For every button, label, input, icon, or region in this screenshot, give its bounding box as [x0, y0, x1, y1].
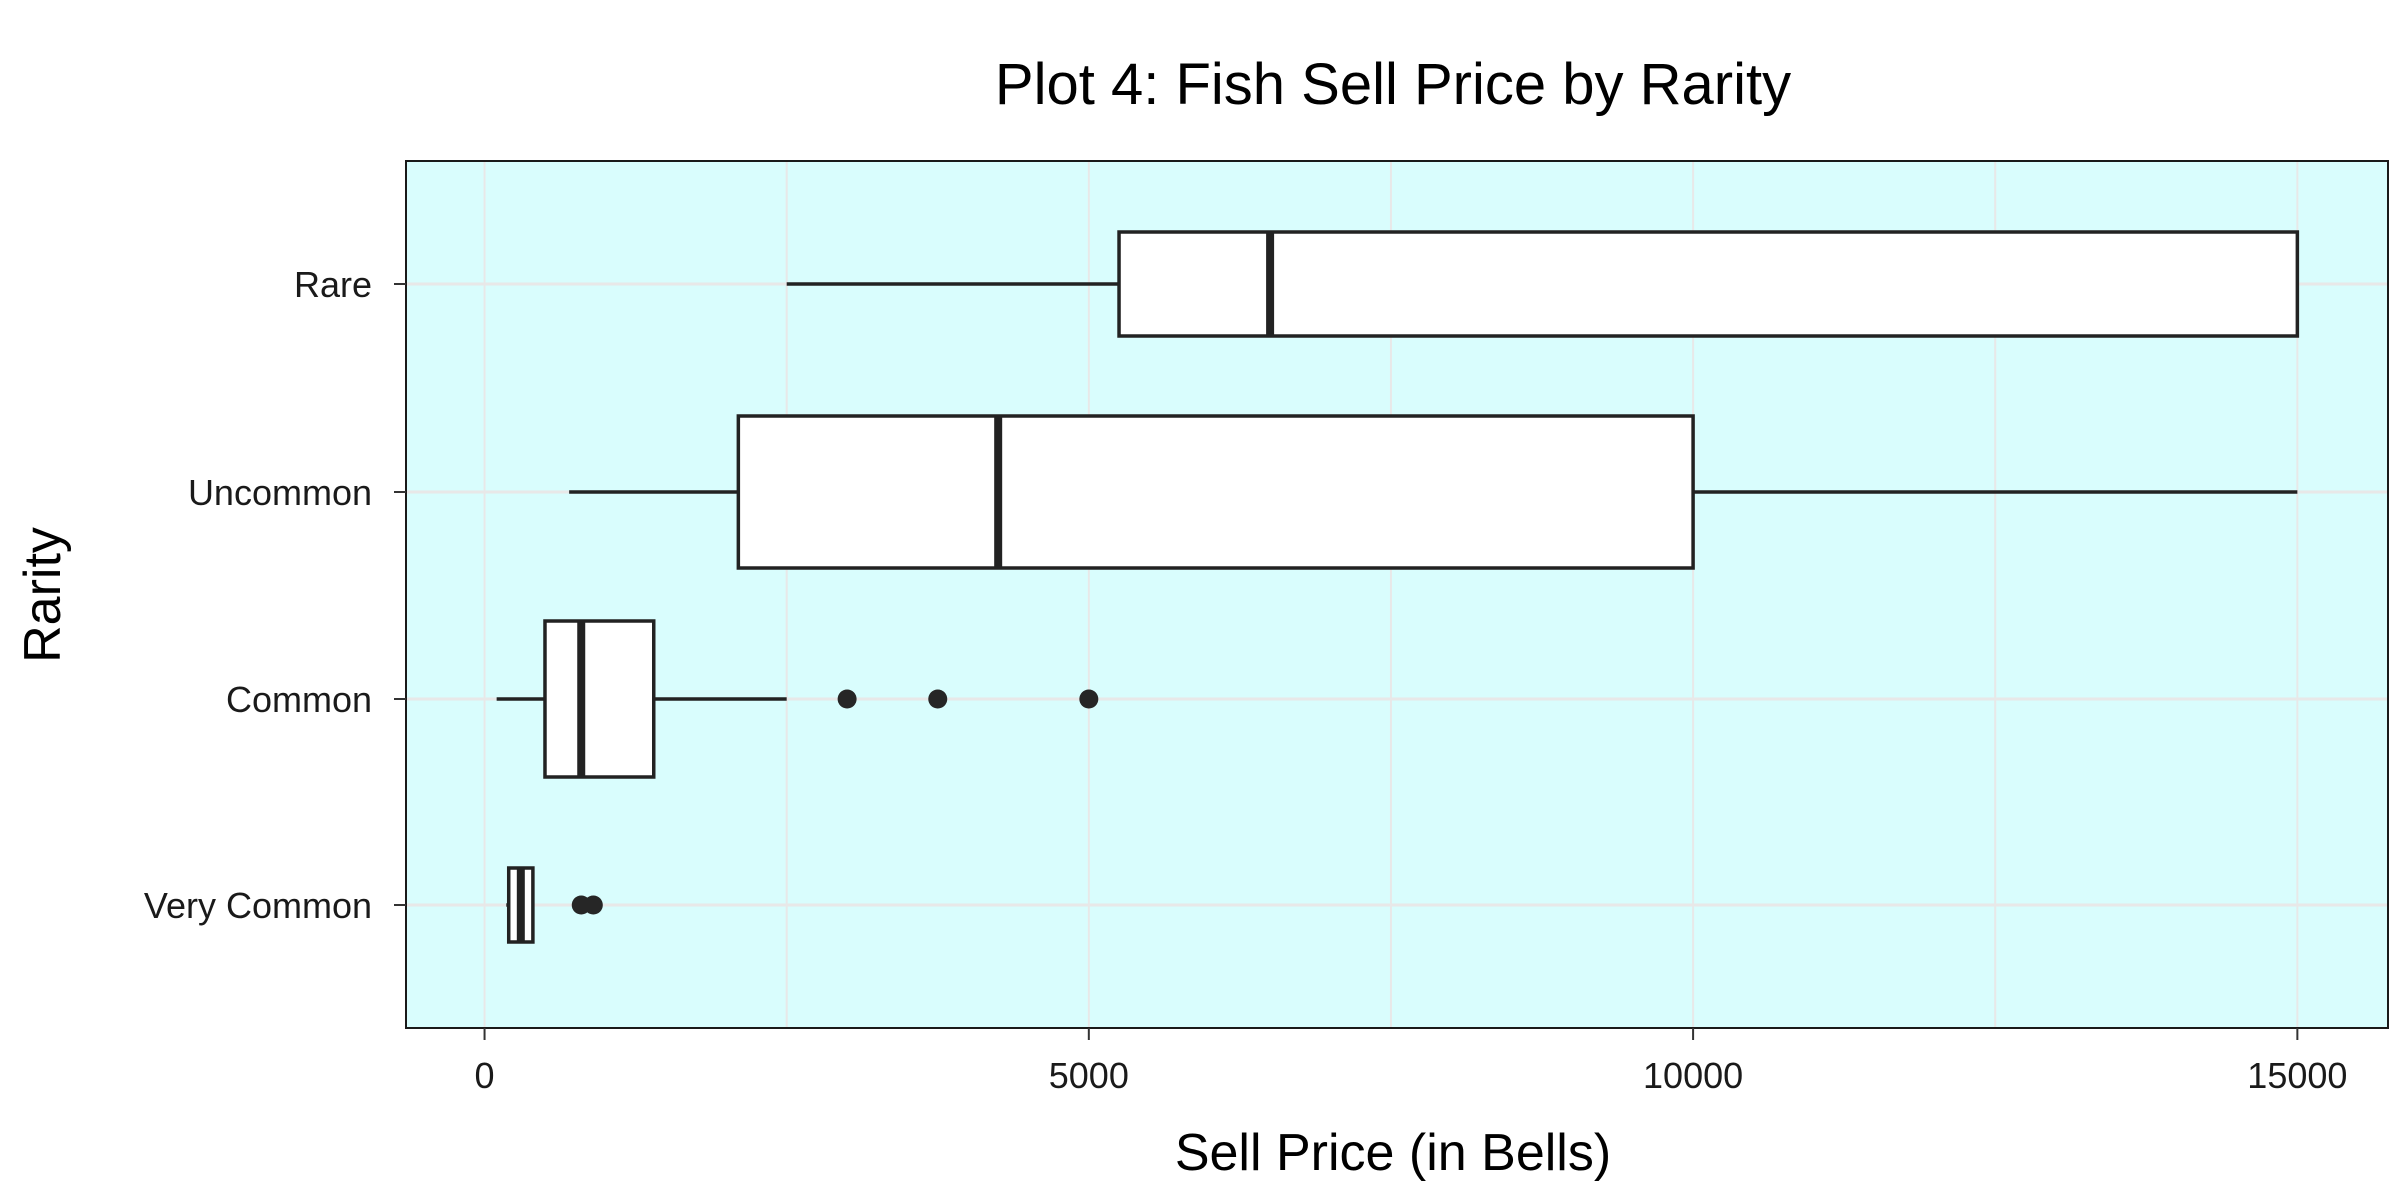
- box-iqr: [1117, 230, 2300, 338]
- y-tick-label: Common: [226, 679, 372, 720]
- x-axis-title: Sell Price (in Bells): [1175, 1124, 1611, 1182]
- x-tick-label: 0: [475, 1055, 495, 1096]
- box-iqr: [736, 414, 1695, 570]
- y-axis-title: Rarity: [14, 527, 72, 663]
- plot-panel-border: [405, 160, 2389, 1029]
- outlier-point: [837, 689, 857, 709]
- y-tick-label: Very Common: [144, 885, 372, 926]
- x-tick-label: 15000: [2247, 1055, 2347, 1096]
- y-tick-label: Rare: [294, 264, 372, 305]
- outlier-point: [583, 895, 603, 915]
- outlier-point: [928, 689, 948, 709]
- box-iqr: [543, 619, 656, 779]
- axis-layer: 0 5000 10000 15000 Very Common Common Uncommon…: [144, 264, 2347, 1096]
- chart-title: Plot 4: Fish Sell Price by Rarity: [995, 52, 1791, 117]
- x-tick-label: 5000: [1049, 1055, 1129, 1096]
- y-tick-label: Uncommon: [188, 472, 372, 513]
- box-layer: [496, 230, 2300, 944]
- x-tick-label: 10000: [1643, 1055, 1743, 1096]
- outlier-point: [1079, 689, 1099, 709]
